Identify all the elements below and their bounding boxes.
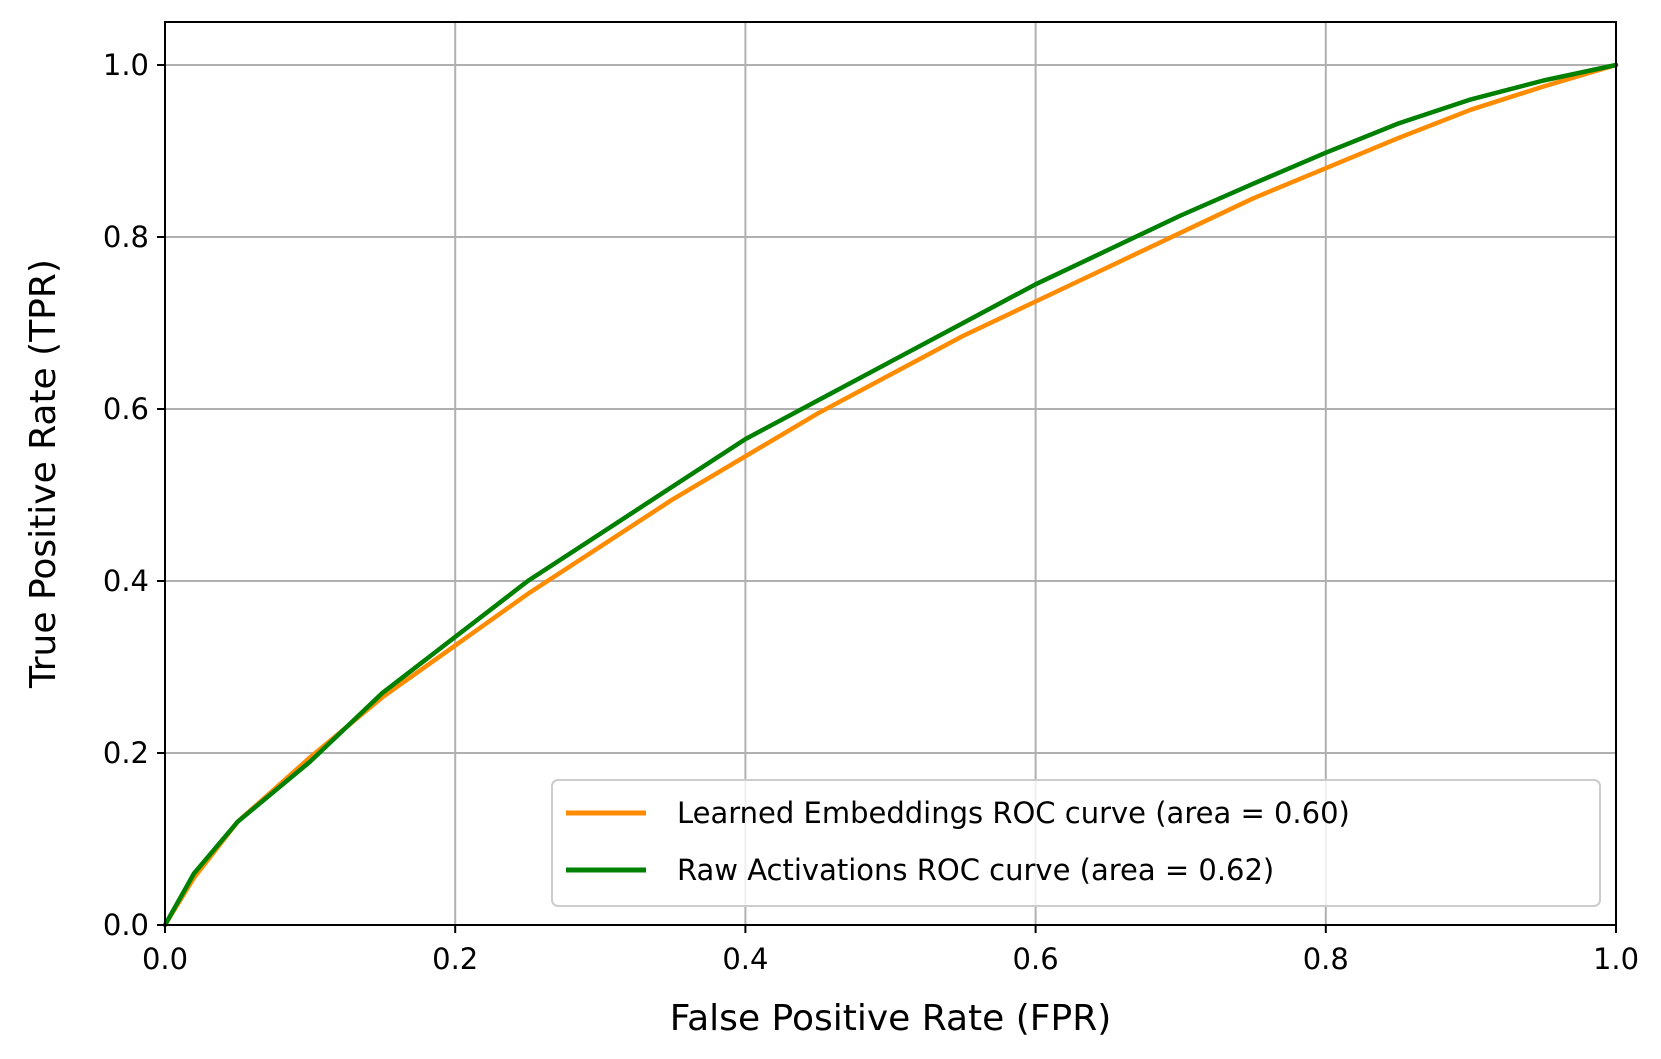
plot-frame [164,21,1617,926]
x-axis-title: False Positive Rate (FPR) [670,998,1112,1039]
y-tick-label-0: 0.0 [103,908,149,942]
y-axis-title: True Positive Rate (TPR) [23,259,64,689]
x-tick-label-4: 0.8 [1303,942,1349,976]
series-line-1 [162,62,1619,928]
series-lines [162,62,1619,928]
x-tick-label-2: 0.4 [722,942,768,976]
y-tick-label-3: 0.6 [103,392,149,426]
legend-label-0: Learned Embeddings ROC curve (area = 0.6… [677,796,1350,830]
y-tick-label-5: 1.0 [103,48,149,82]
y-tick-label-4: 0.8 [103,220,149,254]
legend: Learned Embeddings ROC curve (area = 0.6… [551,779,1601,907]
axis-ticks: 0.0 0.2 0.4 0.6 0.8 1.0 0.0 0.2 0.4 0.6 0.8 1.0 [103,48,1639,976]
x-tick-label-0: 0.0 [142,942,188,976]
legend-label-1: Raw Activations ROC curve (area = 0.62) [677,853,1274,887]
plot-area [165,22,1616,925]
x-tick-label-3: 0.6 [1013,942,1059,976]
x-tick-label-5: 1.0 [1593,942,1639,976]
legend-box [551,779,1601,907]
y-tick-label-2: 0.4 [103,564,149,598]
x-tick-label-1: 0.2 [432,942,478,976]
y-tick-label-1: 0.2 [103,736,149,770]
